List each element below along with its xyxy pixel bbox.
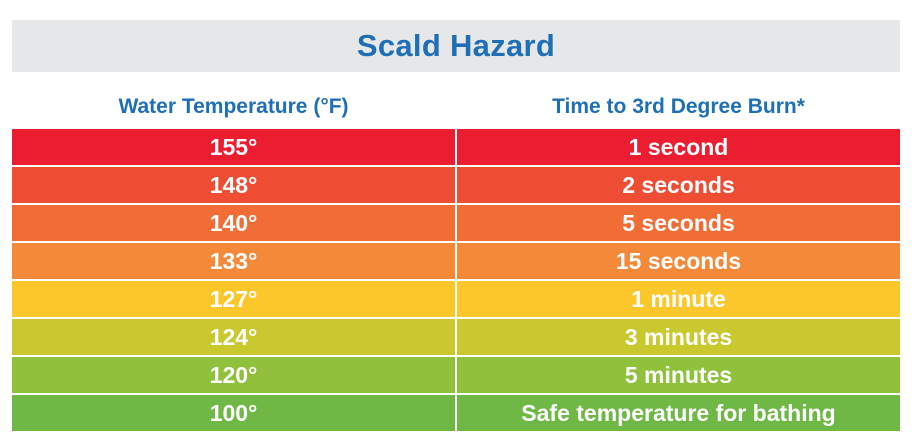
table-row: 155° 1 second (12, 129, 900, 165)
burn-time-cell: 5 minutes (457, 357, 900, 393)
chart-title: Scald Hazard (356, 28, 556, 63)
temperature-cell: 155° (12, 129, 455, 165)
column-header-temperature: Water Temperature (°F) (118, 95, 349, 118)
column-header-burn-time: Time to 3rd Degree Burn* (552, 95, 805, 118)
table-row: 133° 15 seconds (12, 243, 900, 279)
temperature-cell: 140° (12, 205, 455, 241)
temperature-cell: 127° (12, 281, 455, 317)
temperature-cell: 133° (12, 243, 455, 279)
table-row: 120° 5 minutes (12, 357, 900, 393)
table-row: 140° 5 seconds (12, 205, 900, 241)
table-row: 124° 3 minutes (12, 319, 900, 355)
table-row: 127° 1 minute (12, 281, 900, 317)
temperature-cell: 124° (12, 319, 455, 355)
burn-time-cell: 15 seconds (457, 243, 900, 279)
temperature-cell: 148° (12, 167, 455, 203)
table-row: 148° 2 seconds (12, 167, 900, 203)
burn-time-cell: 1 minute (457, 281, 900, 317)
table-body: 155° 1 second 148° 2 seconds 140° 5 seco… (12, 129, 900, 433)
temperature-cell: 120° (12, 357, 455, 393)
burn-time-cell: 2 seconds (457, 167, 900, 203)
table-header: Water Temperature (°F) Time to 3rd Degre… (12, 88, 900, 126)
burn-time-cell: Safe temperature for bathing (457, 395, 900, 431)
title-bar: Scald Hazard (12, 20, 900, 72)
table-row: 100° Safe temperature for bathing (12, 395, 900, 431)
temperature-cell: 100° (12, 395, 455, 431)
burn-time-cell: 1 second (457, 129, 900, 165)
burn-time-cell: 3 minutes (457, 319, 900, 355)
burn-time-cell: 5 seconds (457, 205, 900, 241)
